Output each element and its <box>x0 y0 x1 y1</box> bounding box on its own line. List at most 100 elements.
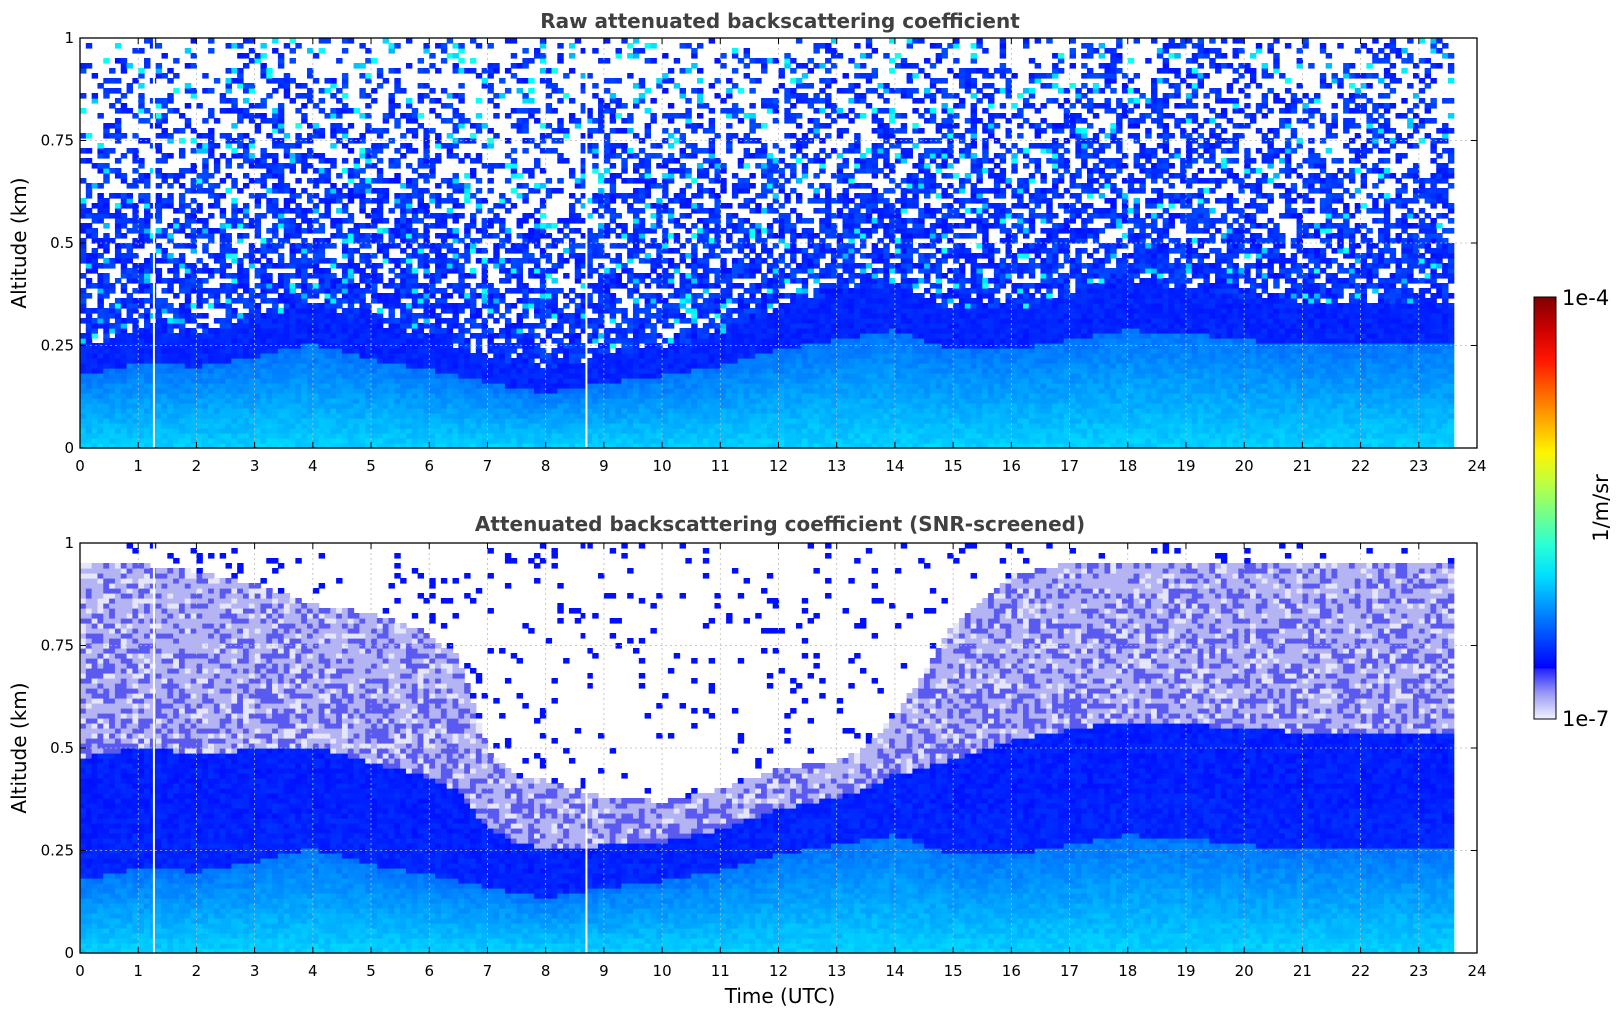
heatmap-cell <box>504 278 512 284</box>
heatmap-cell <box>161 328 168 334</box>
heatmap-cell <box>97 408 104 414</box>
heatmap-cell <box>405 398 413 404</box>
heatmap-cell <box>242 413 250 419</box>
heatmap-cell <box>97 433 104 439</box>
heatmap-cell <box>504 353 512 359</box>
heatmap-cell <box>470 293 477 299</box>
heatmap-cell <box>318 413 326 419</box>
heatmap-cell <box>336 318 343 324</box>
heatmap-cell <box>376 318 384 324</box>
heatmap-cell <box>376 298 384 304</box>
heatmap-cell <box>202 118 209 124</box>
heatmap-cell <box>178 138 186 144</box>
heatmap-cell <box>400 198 407 204</box>
heatmap-cell <box>359 383 366 389</box>
heatmap-cell <box>202 223 209 229</box>
heatmap-cell <box>371 333 378 339</box>
heatmap-cell <box>487 418 494 424</box>
heatmap-cell <box>161 378 168 384</box>
heatmap-cell <box>516 218 523 224</box>
heatmap-cell <box>324 358 331 364</box>
heatmap-cell <box>371 358 378 364</box>
heatmap-cell <box>260 323 267 329</box>
heatmap-cell <box>219 373 227 379</box>
heatmap-cell <box>144 413 151 419</box>
heatmap-cell <box>225 438 232 444</box>
heatmap-cell <box>598 103 605 109</box>
heatmap-cell <box>400 223 407 229</box>
heatmap-cell <box>487 308 494 314</box>
heatmap-cell <box>254 58 262 64</box>
heatmap-cell <box>615 153 622 159</box>
heatmap-cell <box>359 43 366 49</box>
heatmap-cell <box>400 438 407 444</box>
heatmap-cell <box>254 128 262 134</box>
heatmap-cell <box>638 398 646 404</box>
heatmap-cell <box>598 243 605 249</box>
heatmap-cell <box>208 38 215 44</box>
heatmap-cell <box>295 293 302 299</box>
heatmap-cell <box>452 313 459 319</box>
heatmap-cell <box>452 198 459 204</box>
heatmap-cell <box>435 43 442 49</box>
heatmap-cell <box>627 153 634 159</box>
heatmap-cell <box>481 248 489 254</box>
heatmap-cell <box>161 323 168 329</box>
heatmap-cell <box>307 428 314 434</box>
heatmap-cell <box>382 318 390 324</box>
heatmap-cell <box>126 308 133 314</box>
heatmap-cell <box>534 273 541 279</box>
heatmap-cell <box>376 438 384 444</box>
heatmap-cell <box>347 428 355 434</box>
heatmap-cell <box>85 293 93 299</box>
heatmap-cell <box>120 353 128 359</box>
heatmap-cell <box>242 418 250 424</box>
heatmap-cell <box>458 378 465 384</box>
heatmap-cell <box>603 328 611 334</box>
heatmap-cell <box>423 428 430 434</box>
heatmap-cell <box>423 268 430 274</box>
heatmap-cell <box>417 313 425 319</box>
heatmap-cell <box>283 438 291 444</box>
heatmap-cell <box>382 258 390 264</box>
heatmap-cell <box>644 413 652 419</box>
heatmap-cell <box>155 308 163 314</box>
heatmap-cell <box>592 48 599 54</box>
heatmap-cell <box>173 173 180 179</box>
heatmap-cell <box>417 203 425 209</box>
heatmap-cell <box>470 428 477 434</box>
heatmap-cell <box>487 303 494 309</box>
heatmap-cell <box>85 213 93 219</box>
heatmap-cell <box>417 83 425 89</box>
heatmap-cell <box>184 373 192 379</box>
heatmap-cell <box>324 368 331 374</box>
heatmap-cell <box>260 43 267 49</box>
heatmap-cell <box>528 268 535 274</box>
heatmap-cell <box>365 403 372 409</box>
heatmap-cell <box>120 338 128 344</box>
heatmap-cell <box>545 403 553 409</box>
heatmap-cell <box>371 213 378 219</box>
heatmap-cell <box>440 308 448 314</box>
heatmap-cell <box>277 408 285 414</box>
heatmap-cell <box>312 193 320 199</box>
heatmap-cell <box>242 423 250 429</box>
heatmap-cell <box>161 408 168 414</box>
heatmap-cell <box>592 243 599 249</box>
panel-raw-plot-area <box>80 38 1455 449</box>
heatmap-cell <box>429 158 436 164</box>
heatmap-cell <box>272 188 279 194</box>
heatmap-cell <box>475 123 483 129</box>
heatmap-cell <box>277 183 285 189</box>
heatmap-cell <box>545 313 553 319</box>
heatmap-cell <box>627 393 634 399</box>
heatmap-cell <box>237 233 244 239</box>
heatmap-cell <box>528 328 535 334</box>
heatmap-cell <box>307 273 314 279</box>
heatmap-cell <box>400 403 407 409</box>
heatmap-cell <box>534 243 541 249</box>
heatmap-cell <box>499 423 506 429</box>
heatmap-cell <box>114 228 122 234</box>
heatmap-cell <box>109 368 116 374</box>
heatmap-cell <box>516 313 523 319</box>
